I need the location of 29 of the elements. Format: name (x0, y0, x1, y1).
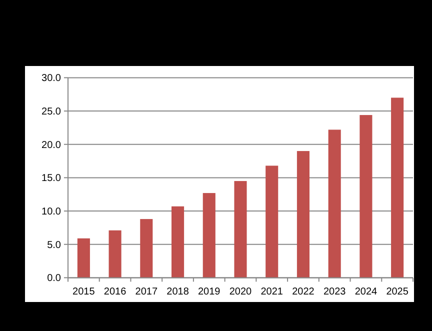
x-tick-label: 2020 (229, 286, 252, 298)
y-tick-label: 10.0 (42, 206, 62, 218)
x-tick-label: 2016 (104, 286, 127, 298)
y-tick-label: 15.0 (42, 173, 62, 184)
bar (202, 193, 216, 278)
bar (360, 115, 372, 278)
bar (234, 181, 247, 278)
x-tick-label: 2023 (323, 286, 346, 298)
x-tick-label: 2024 (354, 286, 378, 298)
y-tick-label: 20.0 (42, 140, 62, 151)
bar (108, 230, 122, 278)
y-tick-label: 0.0 (47, 273, 62, 284)
y-tick-label: 25.0 (42, 106, 62, 118)
x-tick-label: 2017 (135, 286, 158, 298)
y-tick-label: 30.0 (42, 73, 62, 84)
bar (328, 130, 341, 278)
bar (266, 166, 278, 278)
x-tick-label: 2019 (198, 286, 221, 298)
x-tick-label: 2025 (386, 286, 409, 298)
bar (296, 151, 310, 278)
bar (77, 238, 90, 278)
x-tick-label: 2018 (166, 286, 190, 298)
x-tick-label: 2015 (72, 286, 96, 298)
x-tick-label: 2022 (292, 286, 315, 298)
x-tick-label: 2021 (260, 286, 284, 298)
bar (140, 219, 153, 278)
bar (391, 98, 404, 278)
bar (172, 206, 184, 278)
y-tick-label: 5.0 (47, 240, 62, 251)
